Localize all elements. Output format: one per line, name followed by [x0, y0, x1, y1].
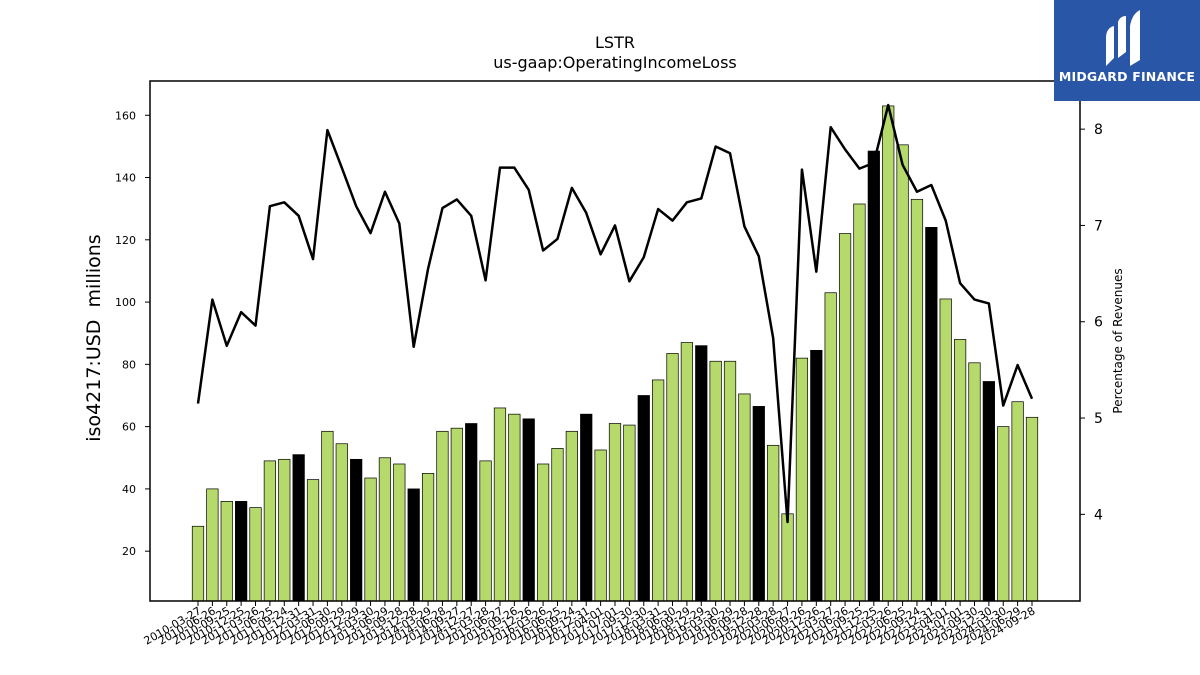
bar [551, 448, 564, 602]
bar-series [191, 105, 1039, 602]
bar [1025, 416, 1039, 602]
y-tick-label: 20 [122, 545, 136, 558]
bar [278, 458, 291, 602]
bar [436, 430, 449, 602]
bar [767, 444, 780, 602]
y-axis-label: iso4217:USD millions [83, 234, 105, 441]
bar [393, 463, 406, 602]
bar [220, 501, 233, 602]
y-tick-label: 80 [122, 358, 136, 371]
bar [680, 342, 693, 602]
bar [378, 457, 392, 602]
y-tick-label: 120 [115, 234, 136, 247]
y-tick-label: 100 [115, 296, 136, 309]
bar [752, 406, 765, 602]
bar [350, 458, 363, 602]
bar [939, 298, 952, 602]
bar [306, 479, 320, 602]
midgard-finance-logo: MIDGARD FINANCE [1054, 0, 1200, 101]
bar [263, 460, 276, 602]
bar [882, 105, 895, 602]
bar [493, 407, 507, 602]
line-series [196, 103, 1034, 524]
bar [249, 507, 262, 602]
y-tick-label: 40 [122, 483, 136, 496]
bar [795, 357, 809, 602]
bar [824, 292, 837, 602]
bar [191, 525, 205, 602]
bar [536, 463, 550, 602]
bar [235, 501, 248, 602]
bar [910, 198, 924, 602]
y2-tick-label: 5 [1094, 411, 1103, 427]
bar [608, 423, 622, 602]
bar [853, 203, 866, 602]
chart-title: LSTR [595, 33, 635, 52]
bar [508, 413, 521, 602]
bar [723, 360, 737, 602]
bar [364, 477, 377, 602]
chart-subtitle: us-gaap:OperatingIncomeLoss [493, 53, 737, 72]
bar [810, 349, 823, 602]
bar [666, 353, 679, 602]
bar [652, 379, 665, 602]
bar [637, 395, 650, 602]
y2-tick-label: 6 [1094, 315, 1103, 331]
y2-tick-label: 7 [1094, 218, 1103, 234]
bar [623, 424, 636, 602]
bar [206, 488, 219, 602]
bar [465, 423, 478, 602]
y2-tick-label: 8 [1094, 122, 1103, 138]
axes: 20406080100120140160456782010-03-272010-… [115, 80, 1103, 648]
bar [522, 418, 535, 602]
bar [565, 430, 578, 602]
bar [838, 233, 852, 602]
bar [738, 393, 751, 602]
midgard-logo-icon [1106, 10, 1140, 66]
y2-tick-label: 4 [1094, 507, 1103, 523]
bar [925, 227, 938, 602]
bar [953, 339, 967, 602]
bar [479, 460, 492, 602]
bar [997, 426, 1010, 602]
y-tick-label: 60 [122, 421, 136, 434]
y-tick-label: 140 [115, 172, 136, 185]
logo-text: MIDGARD FINANCE [1058, 69, 1196, 84]
bar [896, 144, 909, 602]
bar [321, 430, 334, 602]
bar [421, 472, 435, 602]
bar [982, 381, 995, 602]
bar [968, 362, 981, 602]
bar [1011, 401, 1024, 602]
bar [594, 449, 607, 602]
bar [580, 413, 593, 602]
bar [709, 360, 722, 602]
bar [781, 513, 794, 602]
bar [407, 488, 420, 602]
y-tick-label: 160 [115, 109, 136, 122]
bar [867, 150, 880, 602]
bar [335, 443, 348, 602]
y2-axis-label: Percentage of Revenues [1111, 268, 1125, 413]
bar [450, 427, 463, 602]
bar [695, 345, 708, 602]
bar [292, 454, 305, 602]
